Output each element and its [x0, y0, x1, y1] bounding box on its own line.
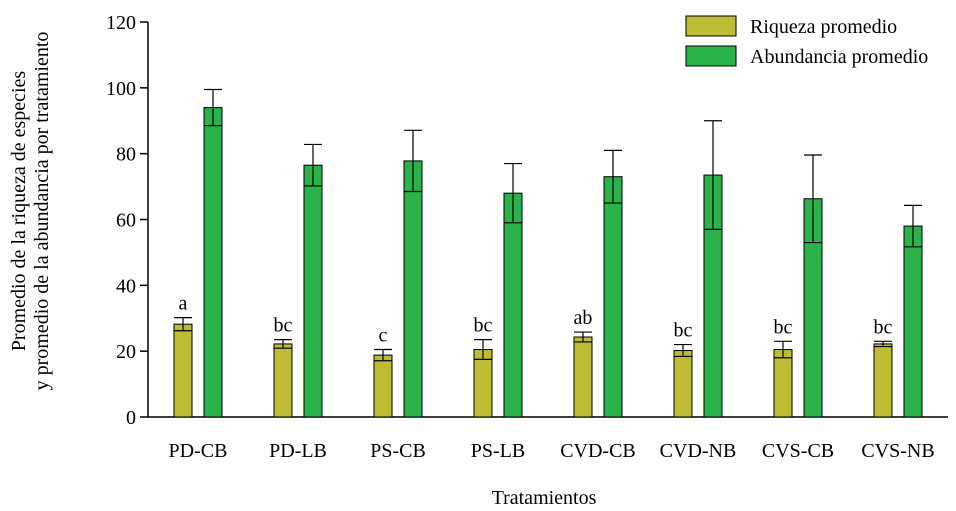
bar-abundancia — [303, 164, 323, 418]
x-tick-label: CVD-NB — [660, 440, 737, 462]
bar-abundancia — [903, 225, 923, 418]
bars — [173, 88, 923, 418]
y-axis-title-line-1: Promedio de la riqueza de especies — [8, 71, 30, 352]
legend-swatch — [685, 45, 737, 67]
legend-label: Riqueza promedio — [750, 16, 897, 38]
y-tick-label: 0 — [126, 407, 136, 429]
y-tick-label: 60 — [116, 210, 136, 232]
y-tick-label: 100 — [106, 78, 136, 100]
x-axis-title: Tratamientos — [492, 487, 597, 509]
significance-label: ab — [574, 307, 593, 329]
bar-abundancia — [603, 176, 623, 418]
significance-label: c — [379, 325, 388, 347]
bar-abundancia — [203, 107, 223, 418]
bar-riqueza — [373, 354, 393, 418]
bar-riqueza — [673, 350, 693, 418]
y-tick-label: 40 — [116, 275, 136, 297]
legend: Riqueza promedio Abundancia promedio — [685, 15, 928, 68]
axes: 0 20 40 60 80 100 120 PD-CB PD-LB PS-CB PS-LB CVD-C… — [106, 12, 948, 462]
legend-label: Abundancia promedio — [750, 46, 928, 68]
bar-riqueza — [173, 323, 193, 418]
legend-swatch — [685, 15, 737, 37]
bar-riqueza — [873, 343, 893, 418]
x-tick-label: PS-CB — [370, 440, 426, 462]
significance-label: a — [179, 293, 188, 315]
x-tick-label: CVS-NB — [861, 440, 934, 462]
y-tick-label: 120 — [106, 12, 136, 34]
x-tick-label: CVS-CB — [762, 440, 834, 462]
bar-abundancia — [503, 192, 523, 418]
bar-abundancia — [403, 160, 423, 418]
x-tick-label: CVD-CB — [560, 440, 636, 462]
x-tick-label: PS-LB — [471, 440, 525, 462]
bar-riqueza — [773, 349, 793, 418]
y-tick-label: 20 — [116, 341, 136, 363]
y-axis-title-line-2: y promedio de la abundancia por tratamie… — [31, 32, 53, 391]
x-tick-label: PD-LB — [269, 440, 327, 462]
significance-label: bc — [874, 316, 893, 338]
significance-label: bc — [674, 320, 693, 342]
significance-labels: a bc c bc ab bc bc bc — [179, 293, 893, 347]
bar-riqueza — [273, 343, 293, 418]
x-tick-label: PD-CB — [169, 440, 228, 462]
significance-label: bc — [274, 315, 293, 337]
y-tick-label: 80 — [116, 144, 136, 166]
significance-label: bc — [774, 316, 793, 338]
significance-label: bc — [474, 315, 493, 337]
bar-riqueza — [573, 336, 593, 418]
